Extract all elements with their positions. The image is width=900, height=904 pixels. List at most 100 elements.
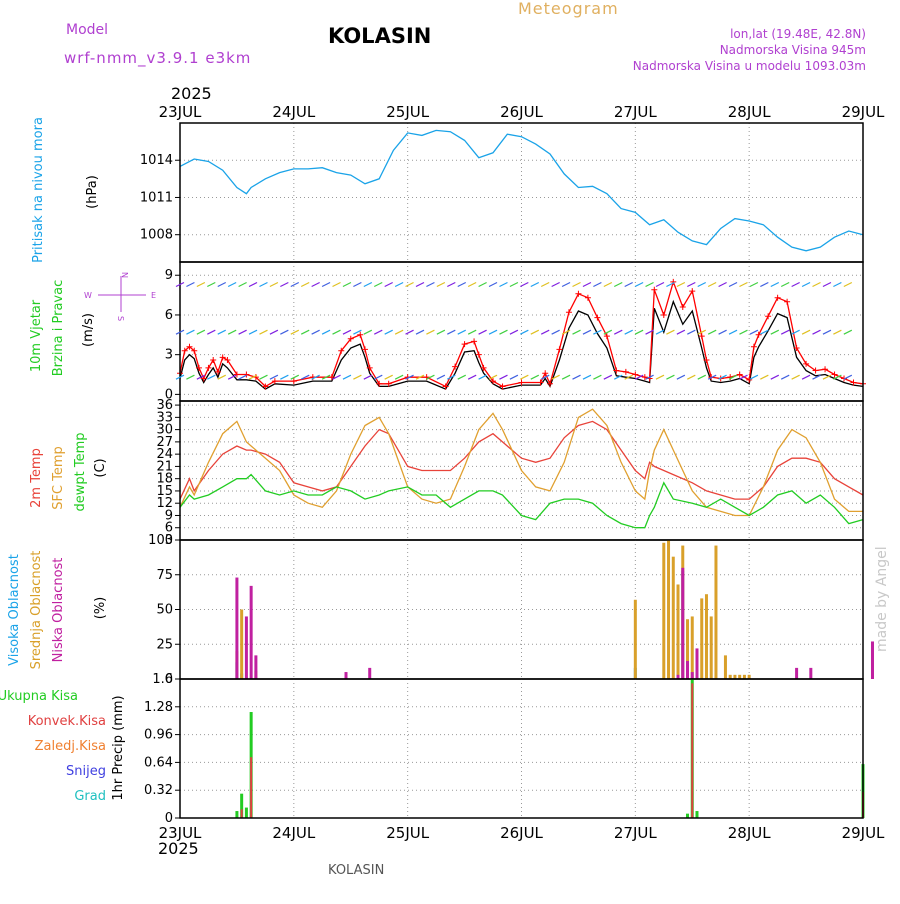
wind-barb	[488, 281, 498, 288]
wind-barb	[488, 329, 498, 335]
legend-conv: Konvek.Kisa	[28, 714, 106, 729]
wind-barb	[603, 281, 613, 288]
wind-barb	[770, 281, 780, 288]
gust-marker	[812, 367, 819, 374]
xtick-top-28JUL: 28JUL	[728, 103, 771, 121]
xtick-top-24JUL: 24JUL	[272, 103, 315, 121]
wind-ylabel-1: 10m Vjetar	[29, 299, 44, 372]
wind-barb	[760, 281, 769, 288]
gust-marker	[542, 370, 549, 377]
wind-barb	[697, 374, 707, 380]
wind-barb	[290, 329, 300, 335]
wind-barb	[363, 281, 373, 288]
wind-barb	[791, 374, 800, 380]
wind-barb	[676, 281, 686, 288]
ytick-label-precip-0.96: 0.96	[144, 728, 173, 743]
gust-marker	[537, 379, 544, 386]
wind-barb	[405, 374, 414, 380]
wind-barb	[175, 281, 185, 288]
bar-cloud-low	[686, 660, 690, 679]
wind-barb	[269, 281, 279, 288]
wind-barb	[551, 374, 560, 380]
wind-barb	[530, 329, 540, 335]
gust-marker	[755, 331, 762, 338]
wind-barb	[300, 329, 310, 335]
wind-barb	[363, 374, 373, 380]
gust-marker	[499, 383, 506, 390]
wind-barb	[426, 281, 435, 288]
wind-barb	[655, 374, 665, 380]
gust-marker	[765, 313, 772, 320]
gust-marker	[750, 343, 757, 350]
wind-barb	[342, 281, 352, 288]
wind-barb	[530, 281, 540, 288]
wind-barb	[342, 329, 352, 335]
wind-barb	[311, 329, 320, 335]
wind-barb	[196, 281, 206, 288]
wind-barb	[394, 281, 404, 288]
wind-barb	[582, 281, 592, 288]
wind-barb	[426, 329, 435, 335]
wind-barb	[207, 374, 216, 380]
wind-barb	[436, 281, 446, 288]
gust-marker	[774, 294, 781, 301]
xtick-top-29JUL: 29JUL	[842, 103, 885, 121]
wind-barb	[561, 281, 571, 288]
wind-barb	[280, 329, 289, 335]
xtick-bottom-26JUL: 26JUL	[500, 824, 543, 842]
wind-barb	[540, 281, 550, 288]
gust-marker	[376, 380, 383, 387]
bar-cloud-low	[368, 667, 372, 679]
wind-barb	[801, 374, 811, 380]
wind-ylabels: 10m Vjetar Brzina i Pravac (m/s) N S W E	[29, 272, 156, 376]
gust-marker	[584, 294, 591, 301]
gust-marker	[679, 304, 686, 311]
wind-barb	[843, 281, 853, 288]
legend-total: Ukupna Kisa	[0, 689, 78, 704]
wind-barb	[572, 281, 581, 288]
wind-barb	[780, 329, 790, 335]
gust-marker	[219, 354, 226, 361]
wind-barb	[175, 374, 185, 380]
gust-marker	[181, 347, 188, 354]
wind-barb	[321, 281, 331, 288]
wind-barb	[624, 281, 633, 288]
bar-cloud-mid	[728, 674, 732, 679]
wind-barb	[186, 281, 195, 288]
frame-precip	[179, 678, 864, 819]
model-label: Model	[66, 22, 108, 38]
wind-barb	[801, 329, 811, 335]
wind-barb	[634, 329, 644, 335]
line-wind-speed	[179, 299, 864, 390]
pressure-ylabels: Pritisak na nivou mora (hPa)	[31, 117, 100, 263]
legend-graupel: Grad	[74, 789, 106, 804]
wind-barb	[551, 329, 560, 335]
wind-barb	[332, 281, 341, 288]
wind-barb	[655, 329, 665, 335]
gust-marker	[556, 346, 563, 353]
wind-barb	[812, 329, 821, 335]
gust-marker	[670, 278, 677, 285]
wind-barb	[613, 281, 623, 288]
gust-marker	[338, 347, 345, 354]
ytick-label-precip-0: 0	[165, 811, 173, 826]
ytick-label-wind-9: 9	[165, 268, 173, 283]
wind-barb	[593, 329, 602, 335]
wind-barb	[687, 374, 696, 380]
ytick-label-temp-21: 21	[156, 459, 173, 474]
wind-barb	[269, 329, 279, 335]
wind-barb	[467, 374, 477, 380]
wind-barb	[488, 374, 498, 380]
wind-barb	[248, 374, 258, 380]
wind-barb	[478, 281, 487, 288]
gust-marker	[347, 335, 354, 342]
panel-cloud: 0 25 50 75 100	[148, 533, 874, 687]
wind-barb	[196, 374, 206, 380]
bar-cloud-mid	[714, 545, 718, 679]
cloud-low-label: Niska Oblacnost	[51, 558, 66, 663]
gust-marker	[784, 298, 791, 305]
gust-marker	[475, 351, 482, 358]
wind-barb	[186, 329, 195, 335]
product-title: Meteogram	[518, 0, 619, 18]
wind-barb	[687, 281, 696, 288]
